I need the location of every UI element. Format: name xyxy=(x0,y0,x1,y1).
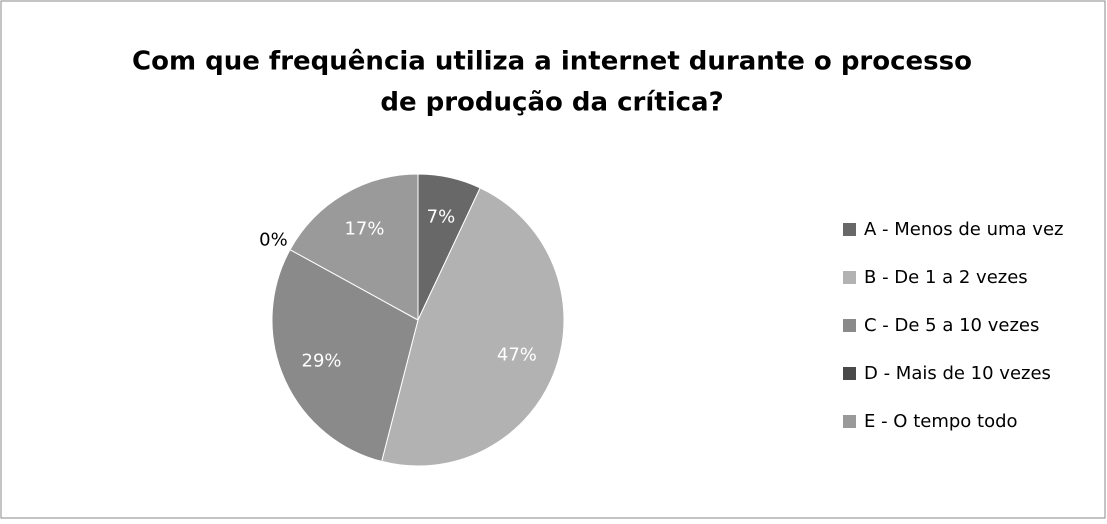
legend-swatch xyxy=(843,223,856,236)
data-label: 47% xyxy=(497,345,537,366)
chart-title: Com que frequência utiliza a internet du… xyxy=(132,47,972,77)
legend-swatch xyxy=(843,367,856,380)
legend-swatch xyxy=(843,319,856,332)
legend-swatch xyxy=(843,271,856,284)
data-label: 0% xyxy=(259,230,288,251)
data-label: 17% xyxy=(344,219,384,240)
pie-slice xyxy=(271,248,419,463)
pie-slice xyxy=(381,187,565,467)
legend-label: D - Mais de 10 vezes xyxy=(864,363,1051,384)
pie-slice xyxy=(289,173,419,321)
legend-label: B - De 1 a 2 vezes xyxy=(864,267,1028,288)
legend-label: C - De 5 a 10 vezes xyxy=(864,315,1039,336)
legend-label: E - O tempo todo xyxy=(864,411,1018,432)
legend-label: A - Menos de uma vez xyxy=(864,219,1063,240)
chart-title: de produção da crítica? xyxy=(380,88,723,118)
legend-swatch xyxy=(843,415,856,428)
data-label: 7% xyxy=(427,206,456,227)
data-label: 29% xyxy=(302,351,342,372)
